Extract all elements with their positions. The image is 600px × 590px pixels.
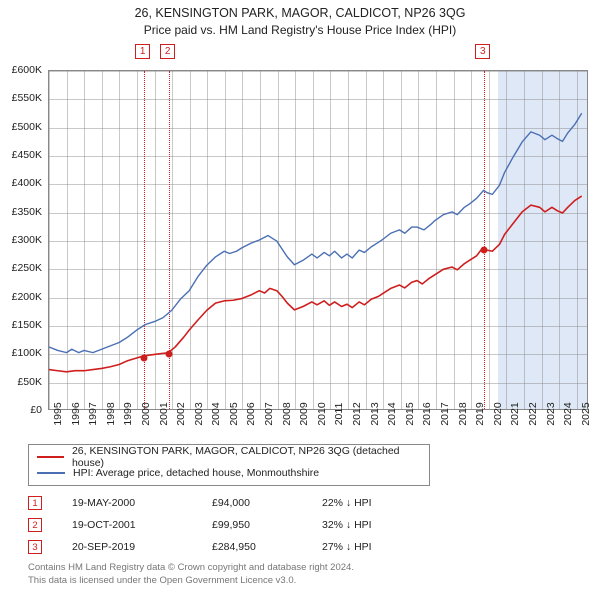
x-tick-label: 2011 (333, 403, 345, 426)
sale-row-marker: 3 (28, 540, 42, 554)
x-tick-label: 2003 (193, 402, 205, 425)
sale-row: 1 19-MAY-2000£94,00022% ↓ HPI (28, 492, 422, 514)
chart: £0£50K£100K£150K£200K£250K£300K£350K£400… (48, 70, 588, 410)
sale-diff: 27% ↓ HPI (322, 541, 422, 553)
footer-line1: Contains HM Land Registry data © Crown c… (28, 562, 354, 575)
legend-label: HPI: Average price, detached house, Monm… (73, 467, 319, 479)
x-tick-label: 2016 (421, 402, 433, 425)
y-tick-label: £200K (0, 291, 42, 303)
y-tick-label: £600K (0, 64, 42, 76)
x-tick-label: 1997 (87, 402, 99, 425)
y-tick-label: £250K (0, 262, 42, 274)
y-tick-label: £400K (0, 177, 42, 189)
x-tick-label: 2002 (175, 402, 187, 425)
sale-row: 2 19-OCT-2001£99,95032% ↓ HPI (28, 514, 422, 536)
sale-price: £99,950 (212, 519, 322, 531)
legend-label: 26, KENSINGTON PARK, MAGOR, CALDICOT, NP… (72, 445, 421, 469)
legend: 26, KENSINGTON PARK, MAGOR, CALDICOT, NP… (28, 444, 430, 486)
x-tick-label: 2021 (509, 402, 521, 425)
sale-price: £94,000 (212, 497, 322, 509)
y-tick-label: £500K (0, 121, 42, 133)
y-tick-label: £50K (0, 376, 42, 388)
sale-row-marker: 1 (28, 496, 42, 510)
sales-table: 1 19-MAY-2000£94,00022% ↓ HPI 2 19-OCT-2001… (28, 492, 422, 558)
sale-marker: 1 (135, 44, 150, 59)
y-tick-label: £350K (0, 206, 42, 218)
series-hpi (49, 113, 582, 352)
sale-row-marker: 2 (28, 518, 42, 532)
sale-diff: 22% ↓ HPI (322, 497, 422, 509)
x-tick-label: 2000 (140, 402, 152, 425)
sale-diff: 32% ↓ HPI (322, 519, 422, 531)
x-tick-label: 1995 (52, 402, 64, 425)
x-tick-label: 2013 (369, 402, 381, 425)
plot-area (48, 70, 588, 410)
x-tick-label: 2022 (527, 402, 539, 425)
y-tick-label: £150K (0, 319, 42, 331)
sale-row: 3 20-SEP-2019£284,95027% ↓ HPI (28, 536, 422, 558)
chart-svg (49, 71, 587, 409)
x-tick-label: 2025 (580, 402, 592, 425)
x-tick-label: 1996 (70, 402, 82, 425)
x-tick-label: 2005 (228, 402, 240, 425)
legend-swatch (37, 472, 65, 474)
sale-date: 19-MAY-2000 (72, 497, 212, 509)
x-tick-label: 2008 (281, 402, 293, 425)
x-tick-label: 2015 (404, 402, 416, 425)
y-tick-label: £0 (0, 404, 42, 416)
x-tick-label: 2007 (263, 402, 275, 425)
sale-dot (480, 246, 487, 253)
sale-dot (165, 351, 172, 358)
sale-marker-row: 12 3 (0, 44, 600, 66)
x-tick-label: 2019 (474, 402, 486, 425)
sale-marker: 2 (160, 44, 175, 59)
x-tick-label: 2024 (562, 402, 574, 425)
footer-line2: This data is licensed under the Open Gov… (28, 575, 354, 588)
x-tick-label: 2014 (386, 402, 398, 425)
sale-date: 20-SEP-2019 (72, 541, 212, 553)
x-tick-label: 2004 (210, 402, 222, 425)
y-tick-label: £100K (0, 347, 42, 359)
sale-price: £284,950 (212, 541, 322, 553)
x-tick-label: 2010 (316, 402, 328, 425)
x-tick-label: 2018 (457, 402, 469, 425)
legend-row: 26, KENSINGTON PARK, MAGOR, CALDICOT, NP… (37, 449, 421, 465)
x-tick-label: 2023 (545, 402, 557, 425)
x-tick-label: 2017 (439, 402, 451, 425)
title-address: 26, KENSINGTON PARK, MAGOR, CALDICOT, NP… (0, 6, 600, 20)
x-tick-label: 2001 (158, 402, 170, 425)
sale-dot (140, 354, 147, 361)
title-subtitle: Price paid vs. HM Land Registry's House … (0, 23, 600, 37)
x-tick-label: 2009 (298, 402, 310, 425)
x-tick-label: 2020 (492, 402, 504, 425)
x-tick-label: 2012 (351, 402, 363, 425)
y-tick-label: £550K (0, 92, 42, 104)
x-tick-label: 1998 (105, 402, 117, 425)
y-tick-label: £300K (0, 234, 42, 246)
legend-swatch (37, 456, 64, 458)
y-tick-label: £450K (0, 149, 42, 161)
sale-date: 19-OCT-2001 (72, 519, 212, 531)
footer-attribution: Contains HM Land Registry data © Crown c… (28, 562, 354, 588)
sale-marker: 3 (475, 44, 490, 59)
x-tick-label: 1999 (122, 402, 134, 425)
series-property (49, 196, 582, 372)
x-tick-label: 2006 (245, 402, 257, 425)
